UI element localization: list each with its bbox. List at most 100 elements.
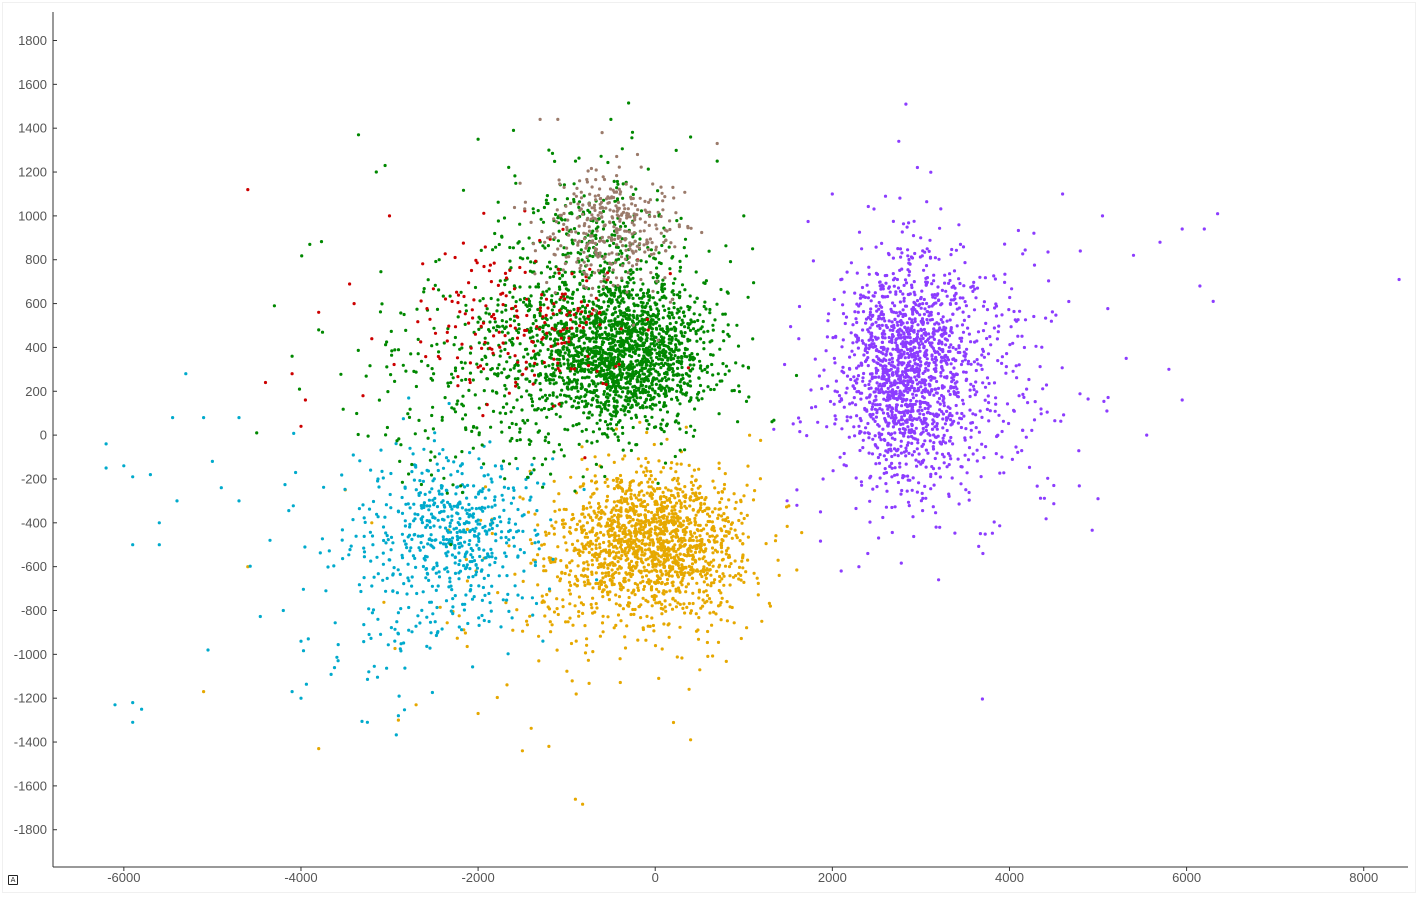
- data-point: [587, 681, 591, 686]
- data-point: [532, 373, 537, 377]
- data-point: [590, 530, 594, 534]
- data-point: [371, 543, 375, 547]
- data-point: [388, 492, 392, 497]
- data-point: [528, 614, 532, 618]
- data-point: [717, 588, 721, 593]
- data-point: [676, 476, 680, 480]
- data-point: [544, 569, 548, 573]
- data-point: [354, 534, 358, 538]
- data-point: [467, 521, 471, 525]
- data-point: [477, 539, 481, 544]
- data-point: [601, 220, 605, 224]
- data-point: [699, 606, 703, 610]
- data-point: [351, 518, 355, 522]
- data-point: [552, 479, 556, 483]
- data-point: [617, 349, 621, 353]
- data-point: [710, 534, 715, 538]
- data-point: [480, 346, 484, 350]
- data-point: [618, 500, 622, 504]
- data-point: [693, 531, 697, 535]
- data-point: [652, 363, 657, 368]
- data-point: [656, 309, 661, 313]
- data-point: [570, 241, 575, 245]
- data-point: [515, 608, 519, 612]
- data-point: [675, 501, 679, 505]
- data-point: [570, 518, 574, 522]
- data-point: [584, 543, 589, 547]
- data-point: [565, 386, 570, 390]
- data-point: [624, 325, 628, 330]
- data-point: [691, 491, 695, 495]
- data-point: [599, 511, 603, 515]
- data-point: [655, 587, 659, 591]
- data-point: [692, 499, 696, 503]
- data-point: [655, 487, 660, 491]
- data-point: [431, 427, 435, 431]
- data-point: [742, 214, 746, 218]
- data-point: [511, 628, 515, 632]
- data-point: [598, 317, 602, 321]
- data-point: [503, 283, 507, 287]
- data-point: [561, 305, 565, 309]
- data-point: [505, 360, 509, 364]
- data-point: [641, 596, 645, 600]
- data-point: [496, 591, 500, 595]
- data-point: [633, 339, 637, 343]
- data-point: [741, 532, 745, 536]
- data-point: [552, 371, 556, 375]
- data-point: [450, 553, 454, 557]
- data-point: [699, 569, 703, 573]
- data-point: [611, 576, 616, 580]
- data-point: [529, 304, 533, 308]
- data-point: [681, 523, 685, 527]
- data-point: [606, 347, 611, 351]
- data-point: [699, 548, 703, 552]
- data-point: [612, 294, 616, 298]
- data-point: [594, 546, 598, 551]
- data-point: [691, 601, 695, 606]
- data-point: [598, 326, 602, 330]
- data-point: [678, 290, 682, 294]
- data-point: [688, 353, 692, 358]
- data-point: [386, 538, 390, 542]
- data-point: [679, 501, 683, 505]
- data-point: [670, 461, 674, 465]
- data-point: [419, 482, 423, 487]
- data-point: [365, 720, 369, 724]
- data-point: [666, 358, 670, 362]
- data-point: [425, 615, 429, 619]
- data-point: [661, 466, 666, 470]
- data-point: [561, 253, 565, 257]
- data-point: [475, 426, 479, 430]
- data-point: [575, 386, 579, 390]
- data-point: [471, 548, 475, 553]
- data-point: [409, 352, 413, 356]
- data-point: [773, 539, 778, 543]
- data-point: [695, 352, 700, 356]
- data-point: [658, 546, 662, 550]
- data-point: [456, 521, 460, 525]
- data-point: [530, 400, 535, 404]
- data-point: [614, 362, 618, 366]
- data-point: [500, 235, 504, 239]
- data-point: [340, 538, 344, 542]
- data-point: [614, 551, 619, 555]
- data-point: [463, 312, 467, 316]
- data-point: [599, 410, 603, 414]
- data-point: [599, 361, 604, 365]
- data-point: [471, 515, 475, 519]
- data-point: [619, 514, 623, 518]
- data-point: [393, 348, 397, 352]
- data-point: [620, 360, 625, 364]
- data-point: [375, 555, 379, 559]
- data-point: [640, 575, 645, 579]
- data-point: [571, 512, 575, 517]
- data-point: [712, 610, 716, 614]
- data-point: [480, 443, 484, 447]
- data-point: [441, 448, 445, 452]
- data-point: [613, 327, 618, 331]
- data-point: [652, 344, 657, 348]
- data-point: [546, 347, 550, 352]
- data-point: [317, 328, 321, 332]
- data-point: [487, 488, 491, 492]
